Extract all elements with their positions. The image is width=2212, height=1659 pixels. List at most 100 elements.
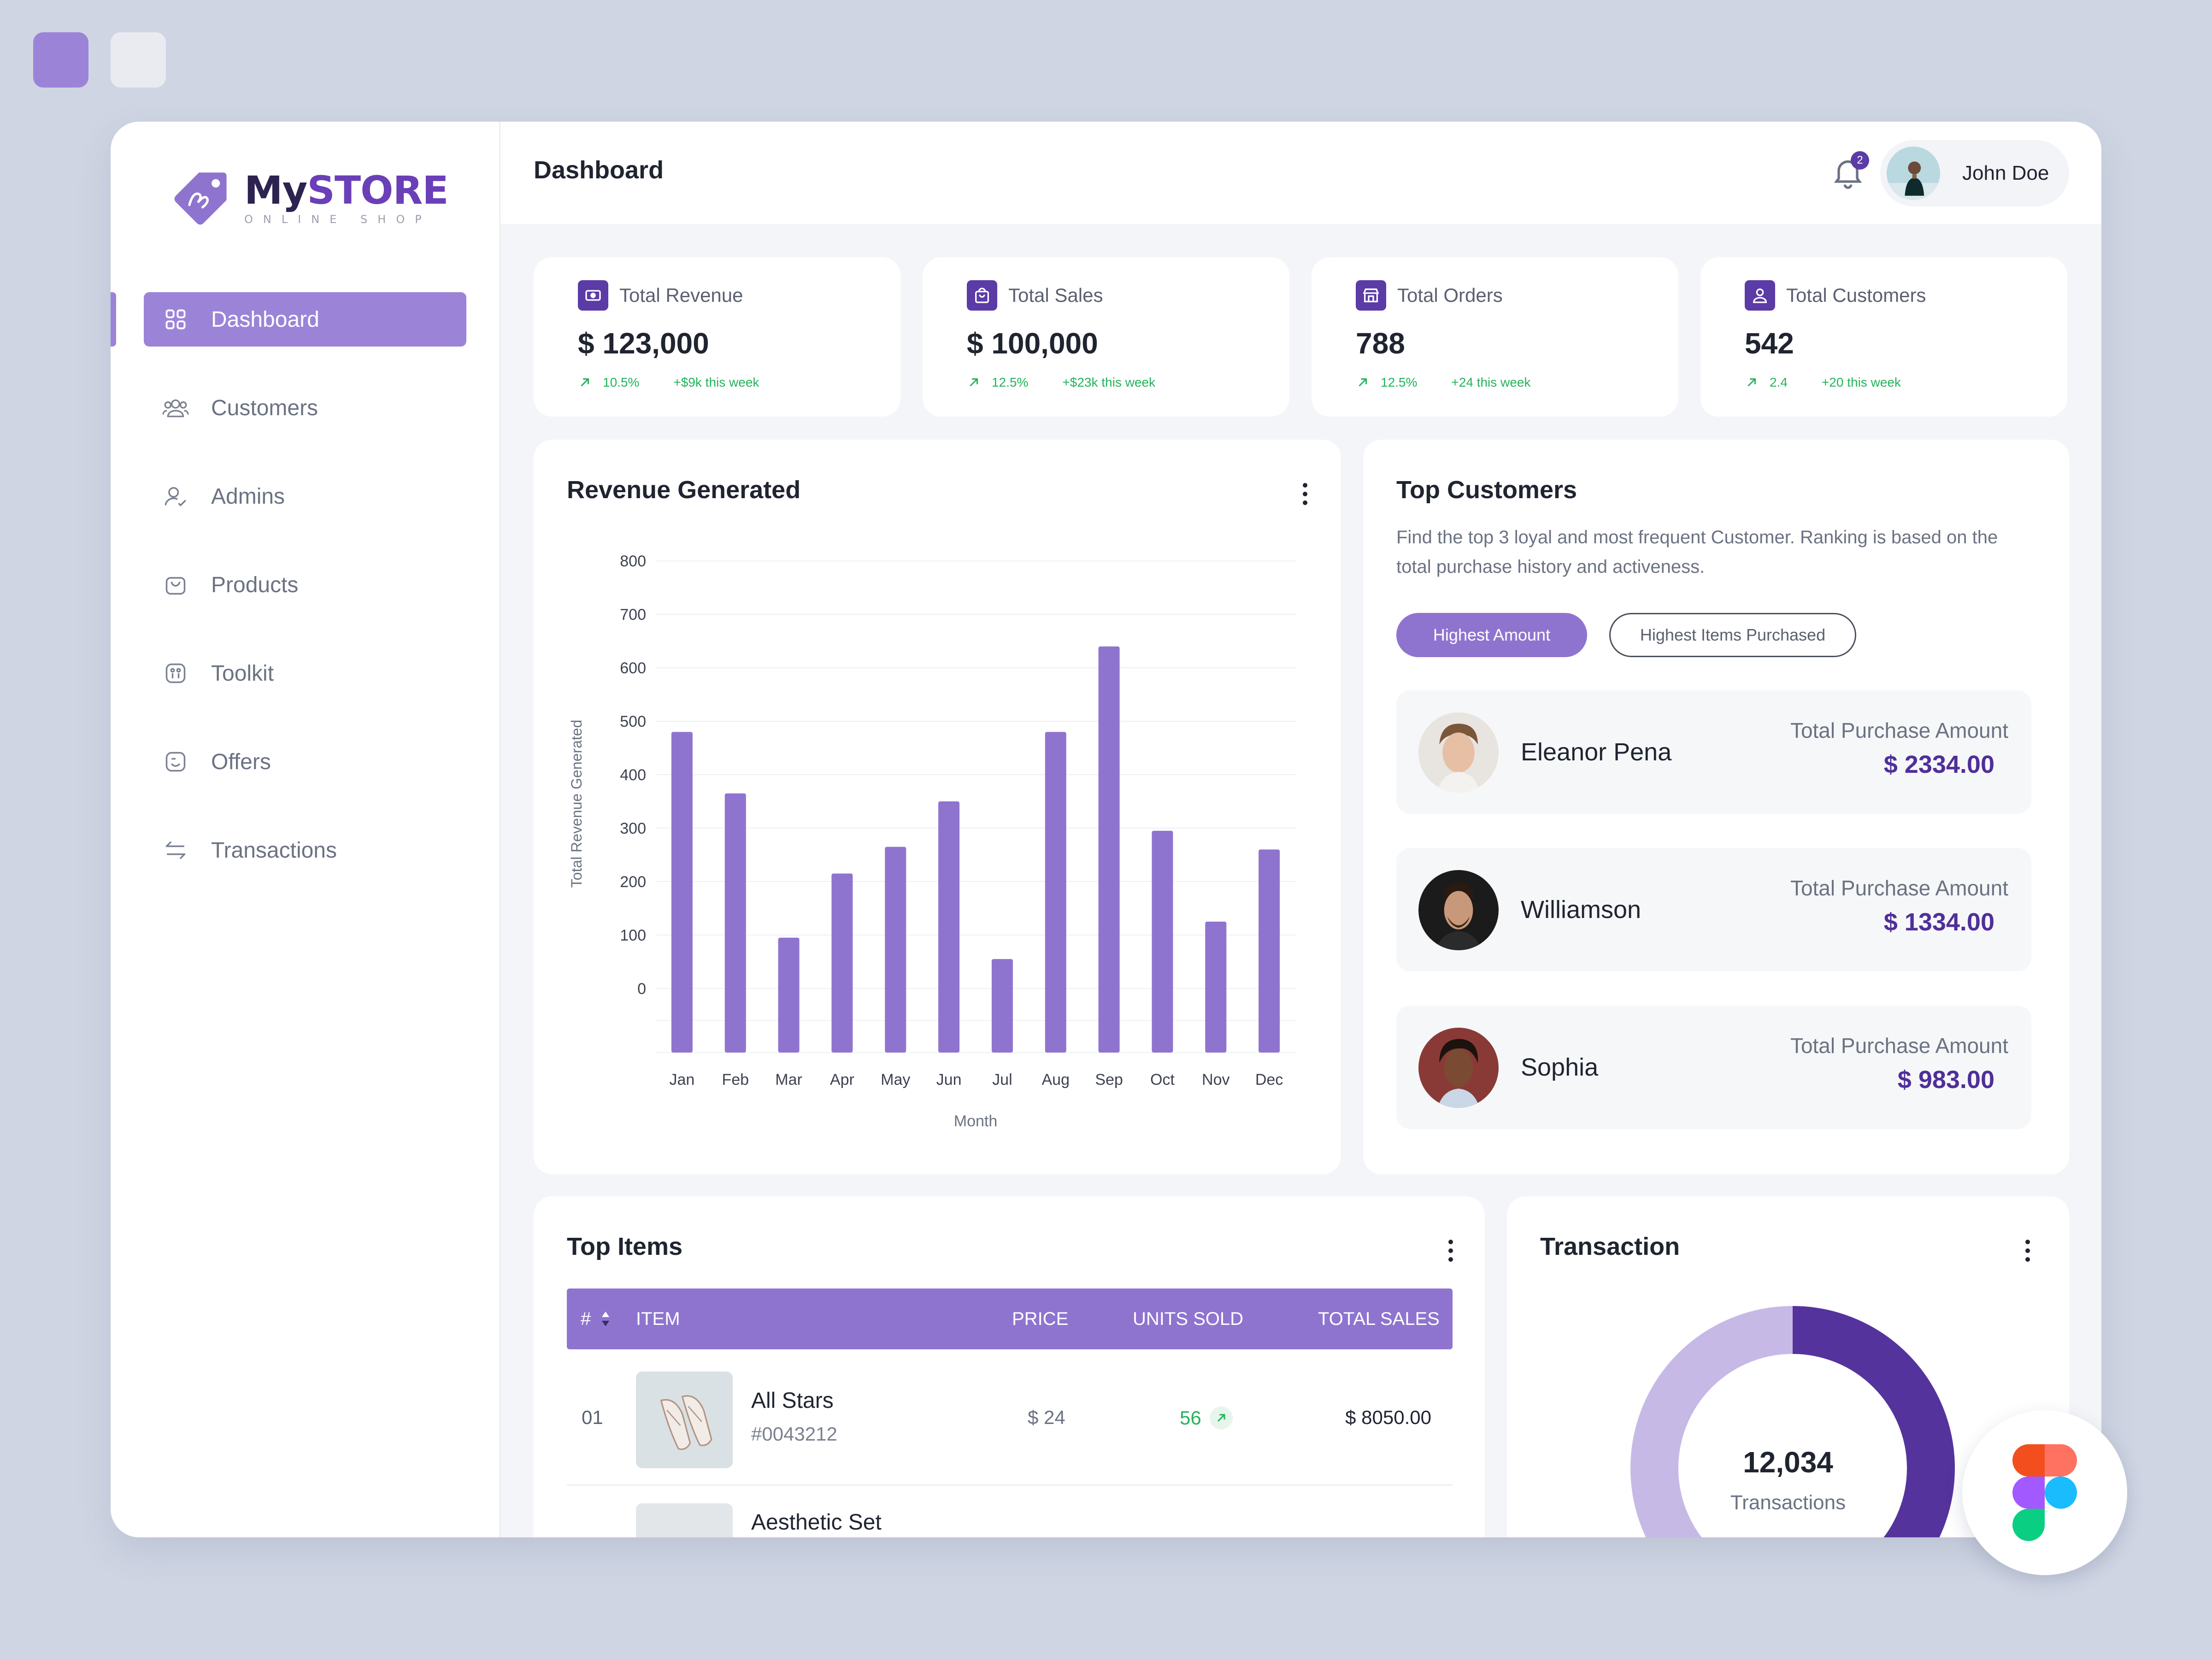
- bar: [885, 847, 906, 1053]
- sidebar-item-label: Customers: [211, 395, 318, 420]
- brand-name: MySTORE: [244, 168, 449, 213]
- sidebar-item-customers[interactable]: Customers: [144, 381, 466, 435]
- sidebar-item-label: Dashboard: [211, 307, 319, 332]
- bar: [1152, 830, 1173, 1053]
- stat-card-orders: Total Orders 788 12.5% +24 this week: [1312, 257, 1678, 417]
- product-price: $ 24: [1028, 1406, 1065, 1428]
- column-header-item[interactable]: ITEM: [636, 1308, 680, 1329]
- sidebar-item-dashboard[interactable]: Dashboard: [111, 292, 466, 347]
- grid-icon: [162, 306, 189, 333]
- sort-icon: [602, 1312, 610, 1326]
- product-sku: #0043212: [751, 1423, 837, 1445]
- column-header-number[interactable]: #: [581, 1288, 611, 1349]
- sidebar-item-toolkit[interactable]: Toolkit: [144, 646, 466, 700]
- stat-card-sales: Total Sales $ 100,000 12.5% +$23k this w…: [923, 257, 1289, 417]
- brand-logo[interactable]: MySTORE ONLINE SHOP: [171, 168, 449, 228]
- sidebar-item-products[interactable]: Products: [144, 558, 466, 612]
- avatar: [1887, 147, 1940, 200]
- sidebar-item-label: Toolkit: [211, 661, 274, 686]
- price-tag-logo-icon: [174, 172, 227, 225]
- arrow-up-right-icon: [1747, 378, 1756, 387]
- stat-trend: 12.5% +24 this week: [1356, 375, 1530, 390]
- stat-weekly-change: +24 this week: [1451, 375, 1531, 389]
- transaction-count: 12,034: [1743, 1446, 1833, 1479]
- column-header-price[interactable]: PRICE: [1012, 1308, 1069, 1329]
- units-sold-value: 56: [1180, 1407, 1201, 1429]
- stat-weekly-change: +20 this week: [1821, 375, 1901, 389]
- store-icon: [1356, 280, 1386, 311]
- y-tick-label: 500: [620, 713, 646, 730]
- sidebar-item-label: Offers: [211, 749, 271, 774]
- card-title: Revenue Generated: [567, 476, 801, 504]
- stat-percent: 12.5%: [992, 375, 1029, 389]
- stat-weekly-change: +$9k this week: [673, 375, 759, 389]
- notification-count-badge: 2: [1851, 151, 1869, 170]
- bar: [991, 959, 1013, 1053]
- user-menu[interactable]: John Doe: [1880, 140, 2069, 206]
- trend-up-icon: [1209, 1406, 1233, 1430]
- arrow-up-right-icon: [970, 378, 978, 387]
- more-options-icon[interactable]: [1446, 1237, 1455, 1265]
- revenue-chart-card: Revenue Generated 800 700 600 500 400 300 200 1…: [534, 440, 1341, 1174]
- top-items-card: Top Items # ITEM PRICE UNITS SOLD TOTAL …: [534, 1196, 1485, 1537]
- tab-highest-amount[interactable]: Highest Amount: [1396, 613, 1587, 657]
- stat-card-customers: Total Customers 542 2.4 +20 this week: [1700, 257, 2067, 417]
- purchase-amount: $ 2334.00: [1883, 751, 1994, 778]
- stat-value: $ 100,000: [967, 327, 1098, 360]
- product-name: All Stars: [751, 1388, 834, 1413]
- y-tick-label: 100: [620, 927, 646, 944]
- arrow-up-right-icon: [1359, 378, 1367, 387]
- bar: [671, 732, 693, 1053]
- purchase-amount: $ 1334.00: [1883, 908, 1994, 936]
- y-tick-label: 0: [637, 980, 646, 998]
- bar: [1045, 732, 1066, 1053]
- customer-row[interactable]: Sophia Total Purchase Amount $ 983.00: [1396, 1006, 2031, 1129]
- customer-row[interactable]: Williamson Total Purchase Amount $ 1334.…: [1396, 848, 2031, 971]
- stat-percent: 12.5%: [1381, 375, 1418, 389]
- stat-trend: 10.5% +$9k this week: [578, 375, 759, 390]
- page-title: Dashboard: [534, 156, 664, 184]
- tab-highest-items-purchased[interactable]: Highest Items Purchased: [1609, 613, 1856, 657]
- y-axis-label: Total Revenue Generated: [568, 720, 585, 888]
- stat-value: 788: [1356, 327, 1405, 360]
- table-row[interactable]: Aesthetic Set: [567, 1486, 1453, 1537]
- sidebar: MySTORE ONLINE SHOP Dashboard Customers: [111, 122, 500, 1537]
- customer-row[interactable]: Eleanor Pena Total Purchase Amount $ 233…: [1396, 690, 2031, 814]
- stat-value: $ 123,000: [578, 327, 709, 360]
- more-options-icon[interactable]: [1300, 480, 1310, 508]
- customer-name: Eleanor Pena: [1521, 738, 1672, 766]
- sidebar-item-label: Transactions: [211, 838, 337, 863]
- bar: [724, 793, 746, 1053]
- table-row[interactable]: 01 All Stars #0043212 $ 24 56 $ 8050.00: [567, 1349, 1453, 1486]
- x-tick-label: Sep: [1095, 1071, 1123, 1088]
- column-header-units-sold[interactable]: UNITS SOLD: [1133, 1308, 1244, 1329]
- brand-name-b: STORE: [307, 168, 448, 213]
- figma-logo-icon: [2012, 1444, 2077, 1541]
- stat-weekly-change: +$23k this week: [1062, 375, 1155, 389]
- y-tick-label: 400: [620, 766, 646, 784]
- sidebar-item-transactions[interactable]: Transactions: [144, 823, 466, 877]
- bar: [778, 937, 800, 1053]
- customer-name: Williamson: [1521, 896, 1641, 924]
- color-swatch-purple: [33, 32, 88, 88]
- x-tick-label: Aug: [1042, 1071, 1070, 1088]
- person-icon: [1745, 280, 1775, 311]
- x-tick-label: Mar: [775, 1071, 802, 1088]
- more-options-icon[interactable]: [2023, 1237, 2032, 1265]
- column-header-total-sales[interactable]: TOTAL SALES: [1318, 1308, 1440, 1329]
- arrow-up-right-icon: [581, 378, 589, 387]
- row-number: 01: [582, 1406, 603, 1428]
- product-thumbnail: [636, 1371, 733, 1468]
- shopping-bag-icon: [967, 280, 997, 311]
- notifications-button[interactable]: 2: [1830, 151, 1869, 191]
- sidebar-item-label: Products: [211, 572, 299, 597]
- money-icon: [578, 280, 608, 311]
- x-axis-label: Month: [954, 1112, 998, 1130]
- sidebar-item-offers[interactable]: Offers: [144, 735, 466, 789]
- sidebar-item-admins[interactable]: Admins: [144, 469, 466, 524]
- figma-badge: [1962, 1410, 2127, 1575]
- card-title: Transaction: [1540, 1233, 1680, 1260]
- x-tick-label: Dec: [1255, 1071, 1283, 1088]
- x-tick-label: Jun: [936, 1071, 962, 1088]
- stat-label: Total Orders: [1397, 284, 1503, 306]
